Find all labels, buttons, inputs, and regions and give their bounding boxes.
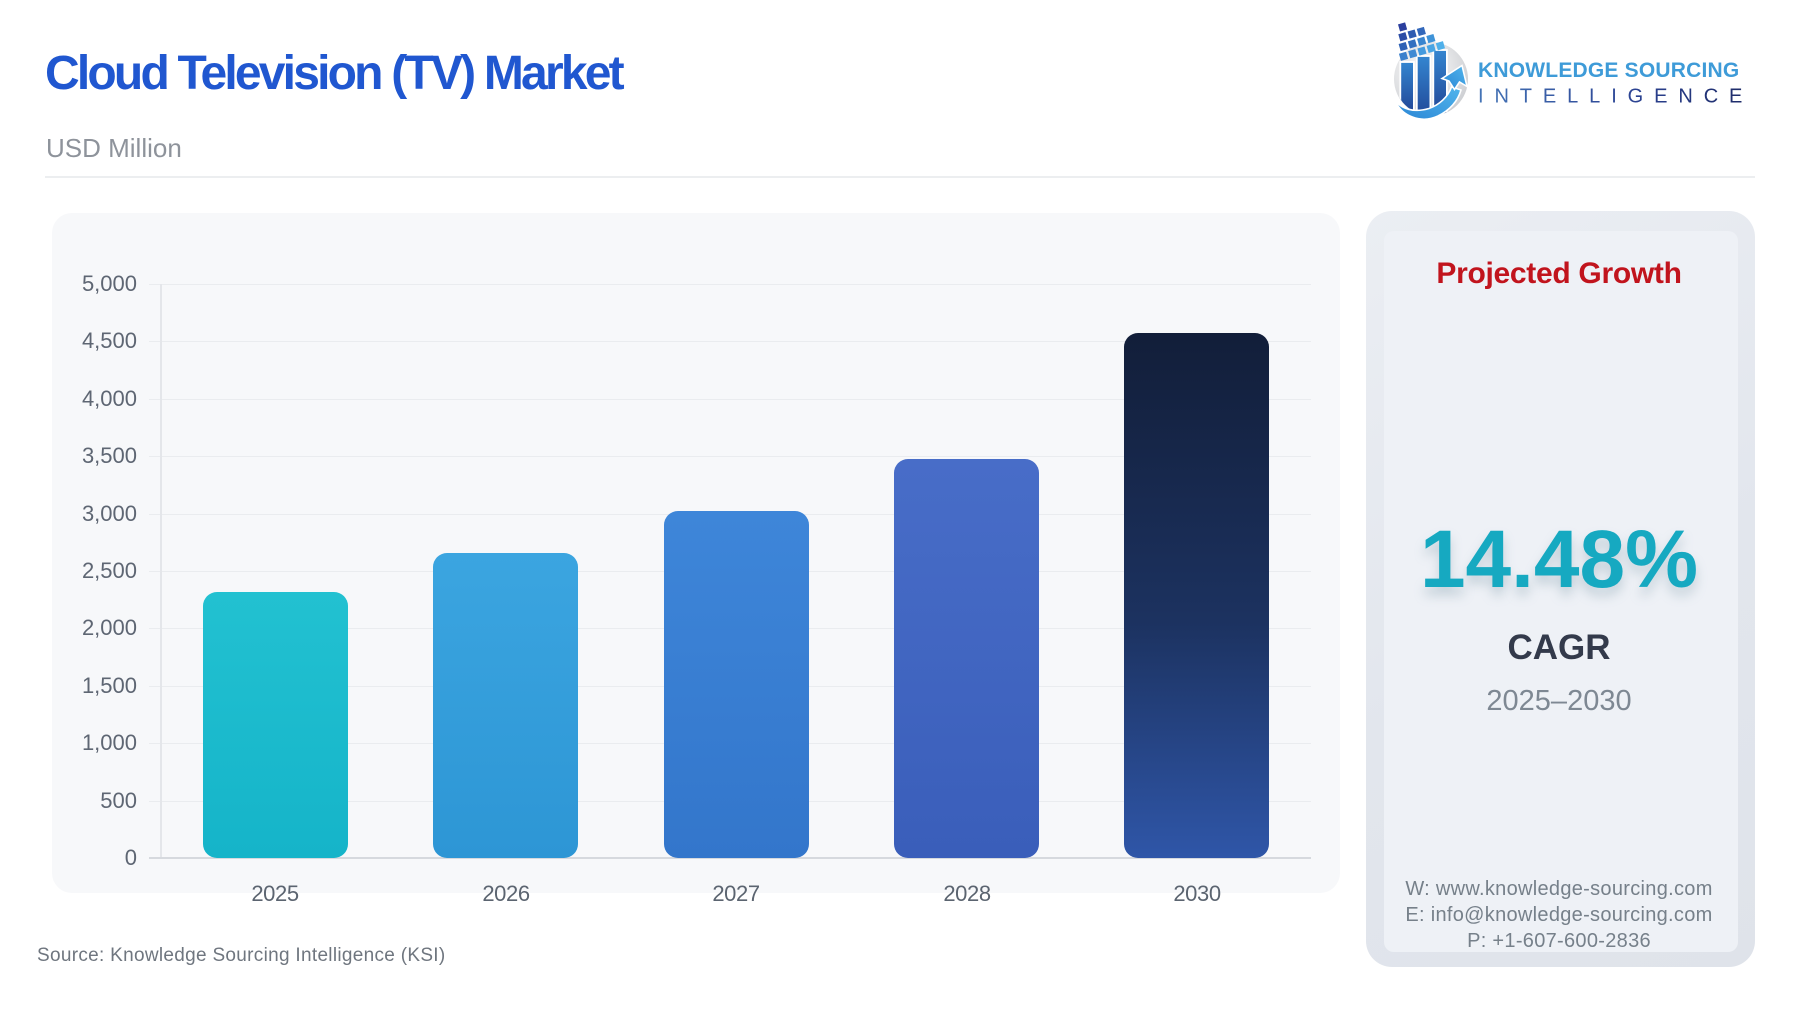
- svg-text:KNOWLEDGE SOURCING: KNOWLEDGE SOURCING: [1478, 59, 1739, 82]
- svg-text:INTELLIGENCE: INTELLIGENCE: [1478, 85, 1753, 107]
